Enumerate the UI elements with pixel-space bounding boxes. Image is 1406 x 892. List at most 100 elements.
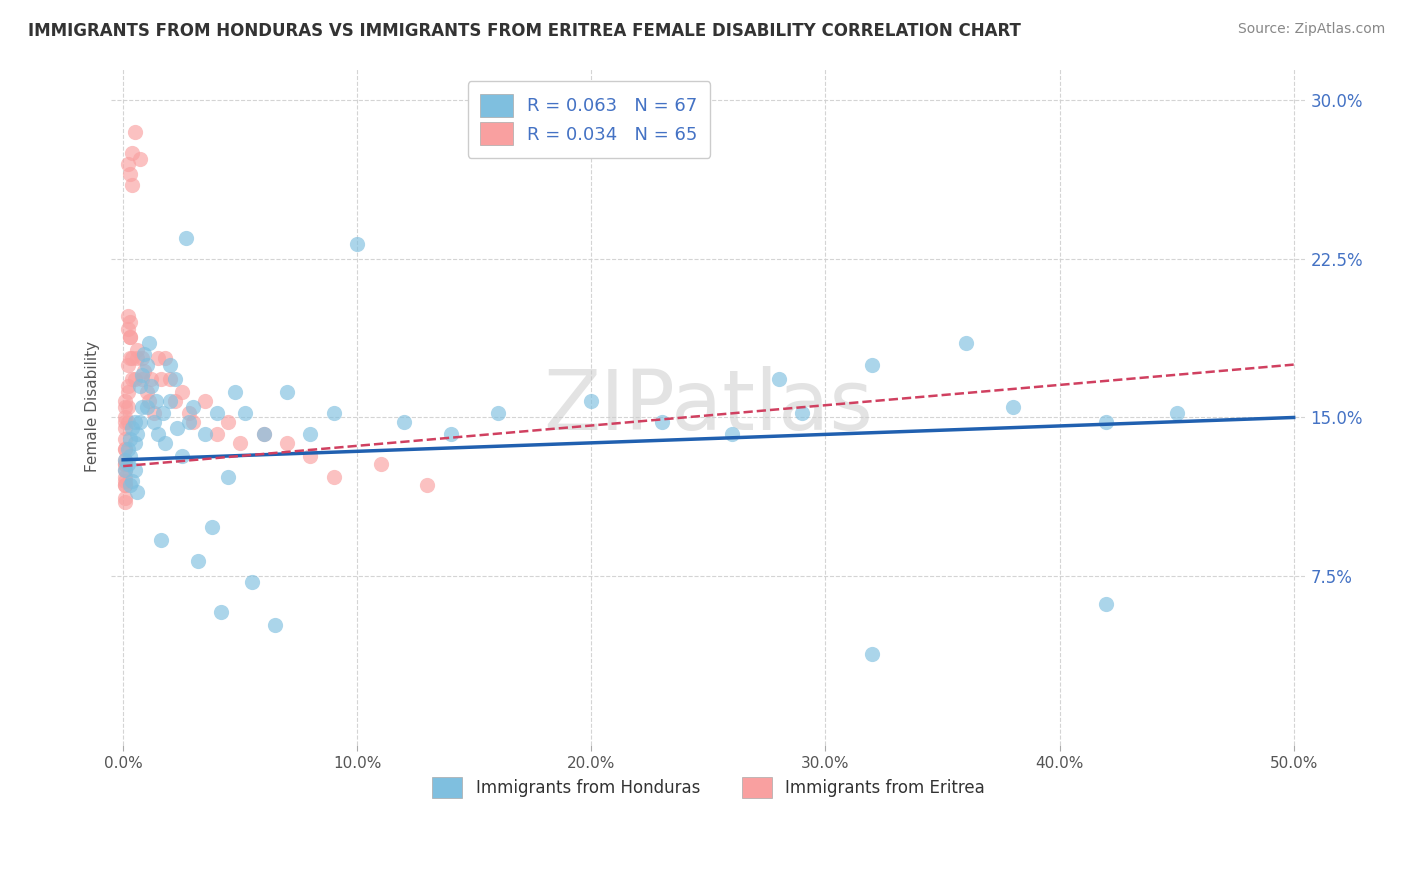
Point [114, 421, 136, 435]
Text: IMMIGRANTS FROM HONDURAS VS IMMIGRANTS FROM ERITREA FEMALE DISABILITY CORRELATIO: IMMIGRANTS FROM HONDURAS VS IMMIGRANTS F… [28, 22, 1021, 40]
Point [131, 372, 153, 386]
Point [120, 351, 142, 366]
Point [121, 178, 143, 192]
Point [392, 415, 415, 429]
Point [149, 372, 172, 386]
Point [299, 427, 322, 442]
Point [486, 406, 509, 420]
Point [145, 393, 167, 408]
Point [1001, 400, 1024, 414]
Point [127, 484, 149, 499]
Point [155, 435, 177, 450]
Point [720, 427, 742, 442]
Point [142, 415, 165, 429]
Text: ZIPatlas: ZIPatlas [544, 367, 873, 448]
Point [117, 378, 139, 392]
Point [121, 351, 143, 366]
Point [127, 427, 149, 442]
Point [128, 415, 150, 429]
Point [114, 463, 136, 477]
Point [170, 449, 193, 463]
Point [138, 336, 160, 351]
Point [120, 330, 142, 344]
Point [117, 400, 139, 414]
Point [121, 146, 143, 161]
Point [138, 393, 160, 408]
Point [149, 533, 172, 548]
Point [252, 427, 274, 442]
Point [148, 427, 170, 442]
Point [121, 474, 143, 488]
Point [117, 321, 139, 335]
Point [124, 415, 146, 429]
Point [114, 478, 136, 492]
Point [1095, 597, 1118, 611]
Point [581, 393, 603, 408]
Point [141, 372, 163, 386]
Point [114, 442, 136, 457]
Point [322, 406, 344, 420]
Point [229, 435, 252, 450]
Point [141, 378, 163, 392]
Point [120, 478, 142, 492]
Point [117, 385, 139, 400]
Point [131, 368, 153, 383]
Point [131, 400, 153, 414]
Point [114, 474, 136, 488]
Point [117, 309, 139, 323]
Point [117, 157, 139, 171]
Point [114, 452, 136, 467]
Point [114, 495, 136, 509]
Point [159, 358, 181, 372]
Point [121, 372, 143, 386]
Point [163, 393, 186, 408]
Point [416, 478, 439, 492]
Point [134, 347, 156, 361]
Point [170, 385, 193, 400]
Point [135, 385, 157, 400]
Point [114, 457, 136, 471]
Point [131, 351, 153, 366]
Point [264, 617, 287, 632]
Point [114, 400, 136, 414]
Point [120, 330, 142, 344]
Point [135, 400, 157, 414]
Point [768, 372, 790, 386]
Point [176, 230, 198, 244]
Point [128, 153, 150, 167]
Point [114, 463, 136, 477]
Point [194, 393, 217, 408]
Point [205, 406, 228, 420]
Point [276, 435, 298, 450]
Point [322, 469, 344, 483]
Point [135, 358, 157, 372]
Point [217, 415, 239, 429]
Point [370, 457, 392, 471]
Point [114, 415, 136, 429]
Point [114, 410, 136, 425]
Point [124, 372, 146, 386]
Point [177, 415, 200, 429]
Point [124, 125, 146, 139]
Point [209, 605, 232, 619]
Point [217, 469, 239, 483]
Point [114, 442, 136, 457]
Point [114, 452, 136, 467]
Point [134, 364, 156, 378]
Point [194, 427, 217, 442]
Point [240, 575, 263, 590]
Point [127, 351, 149, 366]
Point [117, 415, 139, 429]
Point [124, 435, 146, 450]
Point [299, 449, 322, 463]
Point [114, 469, 136, 483]
Point [177, 406, 200, 420]
Point [114, 457, 136, 471]
Point [440, 427, 463, 442]
Point [201, 520, 224, 534]
Point [159, 393, 181, 408]
Point [114, 478, 136, 492]
Point [127, 343, 149, 357]
Point [121, 421, 143, 435]
Point [183, 415, 205, 429]
